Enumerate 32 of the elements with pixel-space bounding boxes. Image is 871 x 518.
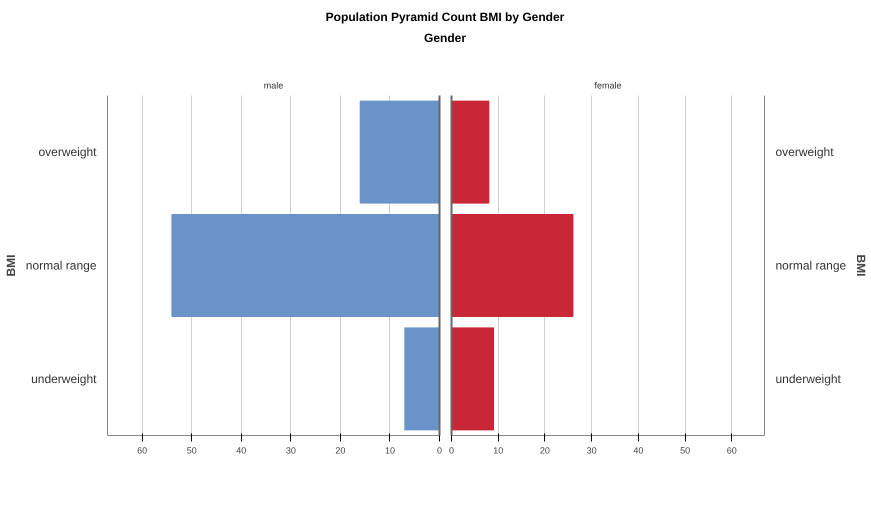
bar xyxy=(452,100,490,204)
y-tick-label: overweight xyxy=(38,145,98,160)
text: male xyxy=(264,80,284,90)
x-tick-label: 30 xyxy=(286,446,296,456)
y-tick-label: underweight xyxy=(776,372,842,386)
bar xyxy=(452,214,574,317)
chart-subtitle: Gender xyxy=(422,30,467,48)
x-tick-label: 10 xyxy=(384,446,395,456)
x-tick-label: 0 xyxy=(448,446,454,456)
y-tick-label: overweight xyxy=(776,145,834,160)
y-tick-label: normal range xyxy=(26,258,97,272)
bar xyxy=(404,327,440,430)
x-tick-label: 60 xyxy=(137,446,148,456)
y-tick-label: underweight xyxy=(31,372,98,386)
x-tick-label: 10 xyxy=(493,446,504,456)
x-tick-label: 40 xyxy=(236,446,246,456)
text: female xyxy=(594,80,622,90)
x-tick-label: 0 xyxy=(436,446,442,456)
y-tick-label: normal range xyxy=(776,258,847,272)
chart-title: Population Pyramid Count BMI by Gender xyxy=(324,9,566,26)
x-tick-label: 30 xyxy=(586,446,597,456)
y2-axis-title: BMI xyxy=(854,254,868,276)
y-axis-title: BMI xyxy=(4,254,18,276)
x-tick-label: 50 xyxy=(680,446,690,456)
x-tick-label: 60 xyxy=(726,446,737,456)
x-tick-label: 50 xyxy=(186,446,197,456)
x-tick-label: 20 xyxy=(335,446,346,456)
bar xyxy=(171,214,440,317)
bar xyxy=(360,100,440,204)
x-tick-label: 20 xyxy=(540,446,550,456)
bar xyxy=(452,327,494,430)
x-tick-label: 40 xyxy=(633,446,644,456)
